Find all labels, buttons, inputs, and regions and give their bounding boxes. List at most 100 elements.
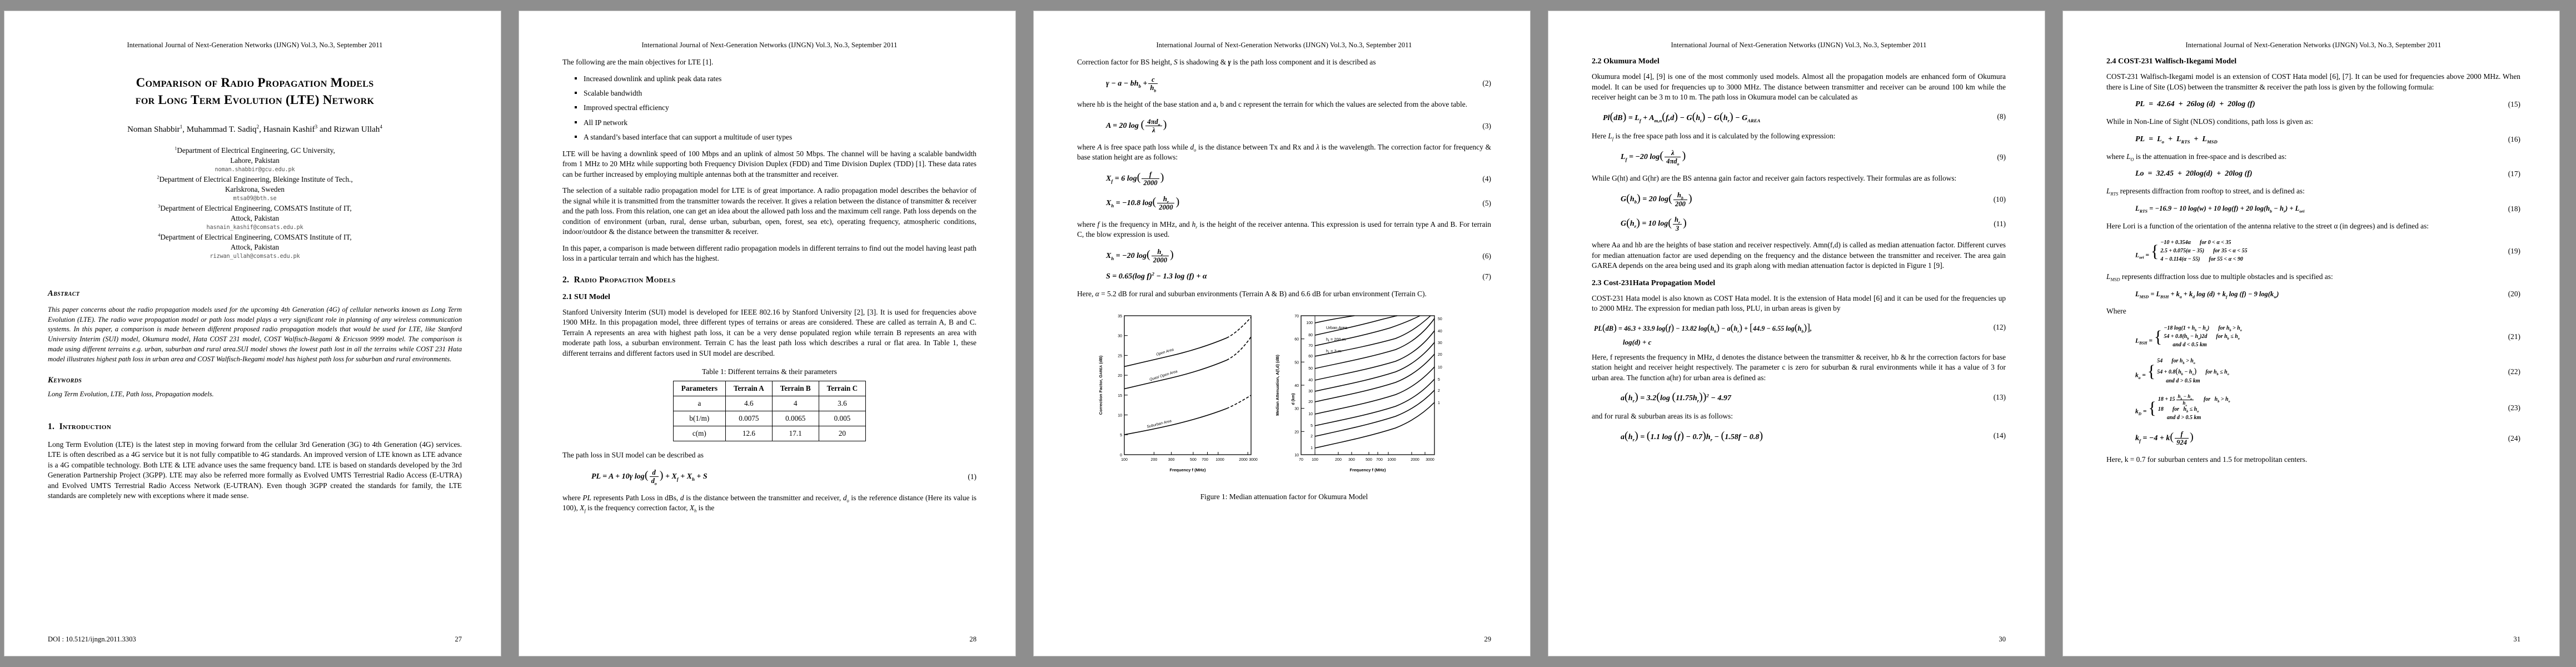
svg-text:20: 20 (1294, 430, 1299, 434)
page-30: International Journal of Next-Generation… (1548, 11, 2045, 656)
svg-text:100: 100 (1121, 458, 1128, 462)
equation-8-number: (8) (1997, 112, 2006, 121)
svg-text:15: 15 (1118, 394, 1122, 398)
paragraph-gain-factors: While G(ht) and G(hr) are the BS antenna… (1592, 173, 1957, 182)
svg-text:50: 50 (1294, 361, 1299, 365)
equation-1-expression: PL = A + 10γ log(d do) + Xf + Xh + S (591, 468, 707, 486)
author-list: Noman Shabbir1, Muhammad T. Sadiq2, Hasn… (127, 125, 382, 135)
equation-19-expression: Lori = { −10 + 0.354α for 0 < α < 35 2.5 … (2135, 240, 2248, 262)
svg-text:30: 30 (1294, 407, 1299, 411)
col-terrain-a: Terrain A (725, 381, 773, 397)
equation-5-number: (5) (1482, 198, 1491, 207)
cell: 0.0065 (771, 411, 819, 427)
equation-8-expression: Pl(dB) = Lf + Am,n(f,d) − G(ht) − G(hr) … (1603, 110, 1761, 123)
equation-13-expression: a(hr) = 3.2(log (11.75hr))2 − 4.97 (1621, 391, 1731, 404)
equation-8: Pl(dB) = Lf + Am,n(f,d) − G(ht) − G(hr) … (1592, 111, 2006, 123)
keywords-text: Long Term Evolution, LTE, Path loss, Pro… (48, 390, 214, 398)
page-28: International Journal of Next-Generation… (519, 11, 1015, 656)
page-footer: DOI : 10.5121/ijngn.2011.3303 27 (48, 635, 462, 644)
email-1: noman.shabbir@gcu.edu.pk (215, 166, 295, 173)
equation-3: A = 20 log (4πdo λ) (3) (1077, 118, 1491, 135)
paragraph-alpha: Here, α = 5.2 dB for rural and suburban … (1077, 289, 1427, 298)
svg-text:60: 60 (1308, 355, 1313, 359)
affiliation-3: 3Department of Electrical Engineering, C… (48, 203, 462, 231)
paragraph-lori: Here Lori is a function of the orientati… (2106, 221, 2429, 230)
paragraph-freespace: where A is free space path loss while do… (1077, 142, 1491, 162)
curve-quasi-open-area (1124, 360, 1227, 390)
equation-13: a(hr) = 3.2(log (11.75hr))2 − 4.97 (13) (1592, 391, 2006, 404)
equation-2-number: (2) (1482, 79, 1491, 88)
equation-15: PL = 42.64 + 26log (d) + 20log (f) (15) (2106, 100, 2520, 109)
svg-text:60: 60 (1294, 338, 1299, 342)
equation-1-number: (1) (968, 472, 976, 481)
equation-6-expression: Xh = −20 log(hr 2000) (1106, 247, 1174, 265)
equation-3-expression: A = 20 log (4πdo λ) (1106, 117, 1167, 135)
section-number: 2. (562, 275, 570, 285)
svg-text:hr = 3 m: hr = 3 m (1326, 349, 1341, 355)
equation-14: a(hr) = (1.1 log (f) − 0.7)hr − (1.58f −… (1592, 430, 2006, 442)
page-title: Comparison of Radio Propagation Models f… (48, 74, 462, 108)
equation-2-expression: γ − a − bhb + c hb (1106, 76, 1159, 93)
equation-22-expression: ka = { 54 for hb > ho 54 + 0.8(hb − ho) fo… (2135, 357, 2229, 385)
paragraph-walfisch: COST-231 Walfisch-Ikegami model is an ex… (2106, 72, 2520, 91)
section-title: Introduction (59, 421, 111, 431)
equation-18: LRTS = −16.9 − 10 log(w) + 10 log(f) + 2… (2106, 205, 2520, 213)
svg-text:100: 100 (1306, 321, 1313, 325)
list-item: All IP network (575, 118, 976, 127)
abstract-text: This paper concerns about the radio prop… (48, 305, 462, 364)
equation-9-expression: Lf = −20 log(λ 4πdo) (1621, 149, 1686, 167)
cell: 12.6 (725, 426, 773, 442)
page-number: 30 (1999, 635, 2006, 643)
svg-text:100: 100 (1312, 458, 1318, 462)
list-item: Improved spectral efficiency (575, 103, 976, 112)
cell: c(m) (672, 426, 726, 442)
curve-open-area (1124, 337, 1227, 367)
page-number: 28 (969, 635, 976, 643)
svg-text:700: 700 (1376, 458, 1383, 462)
running-head: International Journal of Next-Generation… (1671, 41, 1927, 49)
paragraph-pathloss-intro: The path loss in SUI model can be descri… (562, 451, 704, 460)
page-27: International Journal of Next-Generation… (4, 11, 501, 656)
equation-10: G(hb) = 20 log(hb 200) (10) (1592, 191, 2006, 208)
equation-17: Lo = 32.45 + 20log(d) + 20log (f) (17) (2106, 170, 2520, 178)
terrain-parameters-table: Parameters Terrain A Terrain B Terrain C… (672, 381, 866, 442)
cell: 0.005 (818, 411, 866, 427)
equation-21-number: (21) (2508, 332, 2520, 341)
section-number: 1. (48, 421, 55, 431)
table-row: a 4.6 4 3.6 (672, 396, 866, 412)
keywords-heading: Keywords (48, 375, 82, 385)
equation-12-continuation: log(d) + c (1623, 337, 1652, 346)
equation-2: γ − a − bhb + c hb (2) (1077, 76, 1491, 93)
equation-18-number: (18) (2508, 204, 2520, 213)
svg-text:50: 50 (1308, 367, 1313, 371)
svg-text:2: 2 (1438, 389, 1440, 393)
paragraph-nlos: While in Non-Line of Sight (NLOS) condit… (2106, 117, 2313, 126)
svg-text:2: 2 (1311, 435, 1313, 439)
svg-text:5: 5 (1311, 424, 1313, 428)
equation-5: Xh = −10.8 log(hr 2000) (5) (1077, 195, 1491, 212)
equation-3-number: (3) (1482, 121, 1491, 130)
equation-12-expression: PL(dB) = 46.3 + 33.9 log(f) − 13.82 log(… (1594, 321, 1812, 334)
svg-text:70: 70 (1299, 458, 1303, 462)
affiliation-1: 1Department of Electrical Engineering, G… (48, 146, 462, 173)
svg-text:70: 70 (1294, 315, 1299, 318)
equation-13-number: (13) (1993, 392, 2006, 401)
paragraph-lte-speeds: LTE will be having a downlink speed of 1… (562, 149, 976, 178)
paragraph-okumura: Okumura model [4], [9] is one of the mos… (1592, 72, 2006, 101)
page-number: 29 (1484, 635, 1491, 643)
svg-text:5: 5 (1438, 378, 1440, 382)
paragraph-model-selection: The selection of a suitable radio propag… (562, 186, 976, 236)
svg-text:3000: 3000 (1426, 458, 1434, 462)
paragraph-median-attenuation: where Aa and hb are the heights of base … (1592, 241, 2006, 270)
equation-7-number: (7) (1482, 272, 1491, 281)
affiliation-line: Department of Electrical Engineering, CO… (160, 203, 352, 212)
subsection-heading-sui: 2.1 SUI Model (562, 292, 610, 301)
figure-right-ylabel: Median Attenuation, A(f,d) (dB) (1275, 355, 1280, 416)
paragraph-rural-suburban: and for rural & suburban areas its is as… (1592, 412, 1733, 421)
svg-text:1000: 1000 (1215, 458, 1224, 462)
paragraph-lmsd: LMSD represents diffraction loss due to … (2106, 272, 2333, 282)
table-row: c(m) 12.6 17.1 20 (672, 426, 866, 442)
page-29: International Journal of Next-Generation… (1034, 11, 1530, 656)
objectives-list: Increased downlink and uplink peak data … (562, 74, 976, 142)
